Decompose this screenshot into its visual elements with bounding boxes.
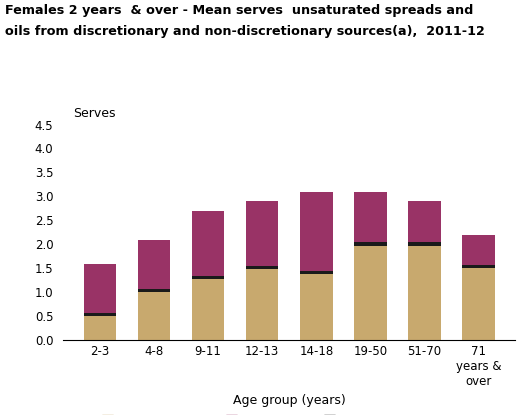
Bar	[192, 211, 225, 276]
Bar	[138, 239, 170, 289]
Text: Females 2 years  & over - Mean serves  unsaturated spreads and: Females 2 years & over - Mean serves uns…	[5, 4, 473, 17]
Bar	[354, 246, 387, 340]
Bar	[300, 192, 332, 271]
Bar	[408, 246, 441, 340]
Bar	[300, 274, 332, 340]
Bar	[462, 265, 495, 269]
Bar	[462, 235, 495, 265]
Bar	[246, 269, 278, 340]
Bar	[138, 289, 170, 292]
Bar	[192, 276, 225, 279]
Bar	[462, 269, 495, 340]
Bar	[246, 201, 278, 266]
Bar	[300, 271, 332, 274]
Bar	[84, 316, 116, 340]
Bar	[84, 313, 116, 316]
Bar	[408, 201, 441, 242]
Bar	[84, 264, 116, 313]
Text: oils from discretionary and non-discretionary sources(a),  2011-12: oils from discretionary and non-discreti…	[5, 25, 485, 38]
Bar	[138, 292, 170, 340]
Legend: Non-discretionary, Discretionary, - Allowance: Non-discretionary, Discretionary, - Allo…	[98, 410, 409, 415]
X-axis label: Age group (years): Age group (years)	[233, 394, 346, 407]
Bar	[246, 266, 278, 269]
Bar	[354, 242, 387, 246]
Bar	[354, 192, 387, 242]
Text: Serves: Serves	[73, 107, 115, 120]
Bar	[408, 242, 441, 246]
Bar	[192, 279, 225, 340]
